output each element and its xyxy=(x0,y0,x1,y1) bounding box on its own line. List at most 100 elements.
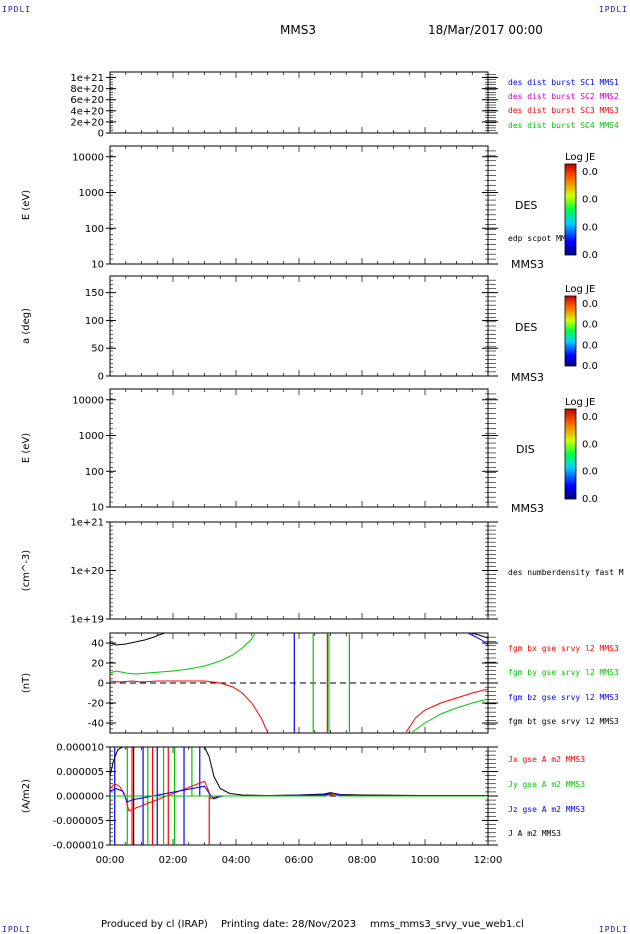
spacecraft-label: MMS3 xyxy=(511,371,544,384)
instrument-label: DES xyxy=(515,321,537,334)
panel-p6: -40 -20 0 20 40 (nT) fgm bx gse srvy l2 MMS3 fg… xyxy=(21,632,619,734)
y-tick-label: 10000 xyxy=(72,152,104,163)
series-line xyxy=(110,780,488,812)
corner-label-top-left: IPDLI xyxy=(2,5,32,14)
y-tick-label: 40 xyxy=(91,639,104,650)
y-axis-label: E (eV) xyxy=(21,190,32,220)
y-tick-label: 4e+20 xyxy=(70,106,104,117)
colorbar-tick-label: 0.0 xyxy=(582,361,598,372)
y-tick-label: 0.000005 xyxy=(56,767,104,778)
footer-filename: mms_mms3_srvy_vue_web1.cl xyxy=(370,919,524,930)
x-tick-label: 08:00 xyxy=(348,855,377,866)
y-tick-label: 6e+20 xyxy=(70,95,104,106)
y-tick-label: 0.000000 xyxy=(56,792,104,803)
legend-entry: fgm bx gse srvy l2 MMS3 xyxy=(508,644,619,653)
x-tick-label: 04:00 xyxy=(222,855,251,866)
x-tick-label: 00:00 xyxy=(96,855,125,866)
instrument-label: DES xyxy=(515,199,537,212)
colorbar-tick-label: 0.0 xyxy=(582,299,598,310)
colorbar-tick-label: 0.0 xyxy=(582,439,598,450)
y-axis-label: (nT) xyxy=(21,673,32,693)
footer-produced-by: Produced by cl (IRAP) xyxy=(101,919,208,930)
colorbar-tick-label: 0.0 xyxy=(582,167,598,178)
legend-entry: Jz gse A m2 MMS3 xyxy=(508,805,585,814)
y-tick-label: 0 xyxy=(98,129,104,140)
colorbar-title: Log JE xyxy=(565,397,595,408)
y-tick-label: 150 xyxy=(85,288,104,299)
panel-p5: 1e+19 1e+20 1e+21 (cm^-3) des numberdensity … xyxy=(21,518,624,626)
colorbar-tick-label: 0.0 xyxy=(582,250,598,261)
panel-frame xyxy=(109,275,489,377)
instrument-label: DIS xyxy=(516,443,535,456)
y-tick-label: 100 xyxy=(85,467,104,478)
colorbar-tick-label: 0.0 xyxy=(582,195,598,206)
y-tick-label: -40 xyxy=(88,719,104,730)
legend-entry: des dist burst SC4 MMS4 xyxy=(508,121,619,130)
colorbar xyxy=(564,295,577,367)
corner-label-bottom-right: IPDLI xyxy=(598,925,628,934)
y-tick-label: 1000 xyxy=(79,188,104,199)
y-axis-label: (cm^-3) xyxy=(21,550,32,591)
spacecraft-label: MMS3 xyxy=(511,502,544,515)
colorbar-tick-label: 0.0 xyxy=(582,494,598,505)
y-tick-label: 20 xyxy=(91,659,104,670)
spacecraft-label: MMS3 xyxy=(511,258,544,271)
data-layer xyxy=(110,633,488,733)
y-tick-label: 1e+19 xyxy=(70,615,104,626)
legend-entry: Jy gse A m2 MMS3 xyxy=(508,780,585,789)
x-tick-label: 12:00 xyxy=(474,855,503,866)
legend-entry: des dist burst SC1 MMS1 xyxy=(508,78,619,87)
legend-entry: des dist burst SC3 MMS3 xyxy=(508,106,619,115)
y-tick-label: 10 xyxy=(91,503,104,514)
y-tick-label: 1000 xyxy=(79,431,104,442)
colorbar xyxy=(564,408,577,500)
colorbar xyxy=(564,163,577,256)
panel-p3: 0 50 100 150 a (deg) DES MMS3 Log JE 0.0 0.0 0.0 0.… xyxy=(21,275,598,384)
panel-p7: -0.000010 -0.000005 0.000000 0.000005 0.0000… xyxy=(21,743,585,867)
y-tick-label: 100 xyxy=(85,224,104,235)
series-line xyxy=(110,633,256,675)
series-line xyxy=(470,633,488,639)
y-tick-label: 1e+21 xyxy=(70,73,104,84)
panel-p4: 10 100 1000 10000 E (eV) DIS MMS3 Log JE 0.0 0.0 0… xyxy=(21,388,598,515)
colorbar-title: Log JE xyxy=(565,284,595,295)
series-line xyxy=(110,633,166,646)
series-line xyxy=(405,688,488,733)
x-tick-label: 06:00 xyxy=(285,855,314,866)
y-tick-label: -20 xyxy=(88,699,104,710)
colorbar-tick-label: 0.0 xyxy=(582,222,598,233)
legend-entry: des dist burst SC2 MMS2 xyxy=(508,92,619,101)
colorbar-title: Log JE xyxy=(565,152,595,163)
y-axis-label: E (eV) xyxy=(21,433,32,463)
legend-entry: fgm bt gse srvy l2 MMS3 xyxy=(508,717,619,726)
y-tick-label: 0 xyxy=(98,372,104,383)
corner-label-top-right: IPDLI xyxy=(598,5,628,14)
series-line xyxy=(110,747,488,797)
footer-printing-date: Printing date: 28/Nov/2023 xyxy=(221,919,357,930)
panel-frame xyxy=(109,71,489,134)
data-layer xyxy=(110,747,488,845)
y-tick-label: 0.000010 xyxy=(56,743,104,754)
x-tick-label: 02:00 xyxy=(159,855,188,866)
y-tick-label: -0.000005 xyxy=(53,816,104,827)
series-line xyxy=(110,680,268,733)
colorbar-tick-label: 0.0 xyxy=(582,340,598,351)
legend-entry: fgm by gse srvy l2 MMS3 xyxy=(508,668,619,677)
panel-p2: 10 100 1000 10000 E (eV) DES MMS3 edp scpot MMS… xyxy=(21,145,598,271)
y-tick-label: 50 xyxy=(91,344,104,355)
date-title: 18/Mar/2017 00:00 xyxy=(428,23,543,37)
y-tick-label: 100 xyxy=(85,316,104,327)
panel-frame xyxy=(109,388,489,508)
colorbar-tick-label: 0.0 xyxy=(582,320,598,331)
legend-entry: J A m2 MMS3 xyxy=(508,829,561,838)
y-tick-label: 10 xyxy=(91,260,104,271)
y-tick-label: 2e+20 xyxy=(70,117,104,128)
series-line xyxy=(110,794,488,797)
legend-entry: des numberdensity fast M xyxy=(508,568,624,577)
y-tick-label: 1e+20 xyxy=(70,566,104,577)
y-axis-label: (A/m2) xyxy=(21,779,32,813)
y-tick-label: 0 xyxy=(98,679,104,690)
panel-frame xyxy=(109,521,489,620)
y-tick-label: 8e+20 xyxy=(70,84,104,95)
